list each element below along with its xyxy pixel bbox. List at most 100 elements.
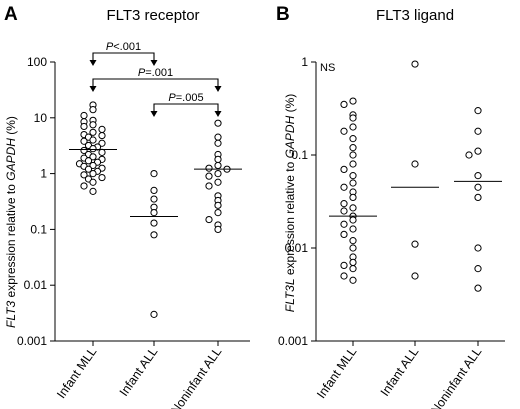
panel-a-bracket-infant-mll-vs-noninfant-all-arrowhead: [89, 86, 97, 92]
panel-b-point-infant-all: [411, 240, 419, 248]
panel-a-point-infant-mll: [89, 153, 97, 161]
panel-b-point-infant-mll: [349, 123, 357, 131]
panel-b-point-noninfant-all: [474, 127, 482, 135]
panel-b-ylabel-gene: FLT3L: [283, 278, 297, 312]
panel-b-point-infant-mll: [349, 265, 357, 273]
panel-a-point-infant-mll: [80, 137, 88, 145]
panel-a-bracket-infant-mll-vs-noninfant-all: [92, 78, 219, 87]
panel-a-point-noninfant-all: [214, 133, 222, 141]
panel-a-bracket-infant-mll-vs-infant-all-p-label: P<.001: [106, 41, 141, 53]
panel-a-ylabel-gene: FLT3: [4, 300, 18, 327]
panel-b-xtick-label-infant-all: Infant ALL: [378, 345, 422, 399]
panel-b-letter: B: [276, 4, 290, 25]
panel-a-bracket-infant-mll-vs-noninfant-all-arrowhead: [214, 86, 222, 92]
panel-b-ylabel-unit: (%): [283, 94, 297, 116]
panel-a-point-infant-mll: [80, 182, 88, 190]
panel-b-point-infant-mll: [340, 200, 348, 208]
panel-a-point-infant-mll: [80, 111, 88, 120]
panel-a-bracket-infant-mll-vs-noninfant-all-p-symbol: P: [138, 67, 146, 79]
panel-b-point-infant-mll: [349, 237, 357, 245]
panel-a-point-noninfant-all: [205, 182, 213, 190]
panel-a-point-infant-mll: [98, 131, 106, 140]
panel-a-point-infant-mll: [89, 161, 97, 170]
panel-a-point-infant-all: [150, 170, 158, 178]
panel-b-point-noninfant-all: [465, 151, 473, 159]
panel-b-point-infant-mll: [340, 207, 348, 215]
panel-b-point-infant-mll: [340, 230, 348, 239]
panel-b-point-infant-mll: [349, 276, 357, 284]
panel-a-xtick-label-infant-mll: Infant MLL: [54, 345, 99, 401]
panel-b-xtick-label-noninfant-all: Noninfant ALL: [428, 345, 485, 409]
panel-a-ytick-label: 0.1: [30, 222, 47, 236]
panel-a-point-infant-all: [150, 195, 158, 203]
panel-a-point-noninfant-all: [214, 225, 222, 233]
panel-b-ytick-label: 0.01: [285, 241, 309, 255]
panel-a-title: FLT3 receptor: [106, 7, 199, 24]
panel-b-y-axis-label: FLT3L expression relative to GAPDH (%): [283, 94, 297, 313]
panel-a-ytick-label: 0.01: [24, 278, 48, 292]
panel-a-point-infant-mll: [89, 128, 97, 136]
panel-a-point-noninfant-all: [214, 139, 222, 147]
panel-b-point-noninfant-all: [474, 147, 482, 155]
panel-a-plot: 100 10 1 0.1 0.01 0.001 Infant MLL Infant ALL No…: [17, 41, 250, 409]
panel-b-ylabel-mid: expression relative to: [283, 158, 297, 278]
panel-a-point-infant-all: [150, 310, 158, 318]
panel-a-point-infant-mll: [80, 171, 88, 179]
panel-a-point-infant-mll: [89, 178, 97, 186]
panel-a-bracket-infant-all-vs-noninfant-all-p-label: P=.005: [168, 92, 203, 104]
panel-a-point-infant-mll: [84, 165, 93, 173]
panel-a-point-noninfant-all: [205, 172, 213, 180]
panel-a-point-infant-mll: [80, 122, 88, 131]
panel-a-point-noninfant-all: [214, 119, 222, 127]
panel-a-bracket-infant-all-vs-noninfant-all: [153, 103, 219, 112]
panel-a-point-infant-all: [150, 219, 158, 227]
panel-b-point-infant-mll: [349, 258, 357, 267]
panel-a-point-infant-mll: [89, 187, 97, 195]
panel-a-bracket-infant-all-vs-noninfant-all-arrowhead: [150, 111, 158, 117]
panel-a-point-infant-mll: [89, 145, 97, 153]
panel-a-bracket-infant-all-vs-noninfant-all-arrowhead: [214, 111, 222, 117]
panel-a-point-infant-mll: [98, 148, 106, 156]
panel-a-point-noninfant-all: [214, 178, 222, 186]
panel-a-bracket-infant-mll-vs-noninfant-all-p-value: =.001: [145, 67, 173, 79]
panel-b-point-infant-all: [411, 272, 419, 280]
panel-b-point-infant-mll: [349, 97, 357, 105]
panel-a-point-infant-all: [150, 209, 158, 217]
panel-b-xtick-label-infant-mll: Infant MLL: [314, 345, 359, 401]
panel-a-point-infant-mll: [98, 173, 106, 182]
panel-a-ylabel-mid: expression relative to: [4, 181, 18, 301]
panel-b-ytick-label: 1: [301, 55, 308, 69]
panel-b-point-noninfant-all: [474, 107, 482, 115]
panel-b-point-infant-mll: [349, 135, 357, 143]
panel-a-point-noninfant-all: [214, 161, 222, 170]
panel-b-point-infant-mll: [349, 193, 357, 202]
panel-b-point-infant-mll: [349, 179, 357, 187]
panel-b-title: FLT3 ligand: [376, 7, 454, 24]
panel-a-point-noninfant-all: [214, 155, 222, 163]
panel-a-point-noninfant-all: [214, 201, 222, 209]
panel-a-bracket-infant-all-vs-noninfant-all-p-value: =.005: [176, 92, 204, 104]
panel-b-point-infant-mll: [340, 272, 348, 280]
panel-b-point-infant-all: [411, 160, 419, 168]
panel-a-point-infant-mll: [98, 139, 106, 147]
panel-a-letter: A: [4, 4, 18, 25]
panel-a-xtick-label-noninfant-all: Noninfant ALL: [168, 345, 225, 409]
panel-a-point-noninfant-all: [205, 215, 213, 224]
panel-a-bracket-infant-all-vs-noninfant-all-p-symbol: P: [168, 92, 176, 104]
panel-a-bracket-infant-mll-vs-infant-all-p-symbol: P: [106, 41, 114, 53]
panel-a-bracket-infant-mll-vs-infant-all-arrowhead: [89, 60, 97, 66]
panel-a-point-infant-mll: [84, 157, 93, 165]
panel-a-xtick-label-infant-all: Infant ALL: [117, 345, 161, 399]
panel-a-point-infant-all: [150, 186, 158, 194]
panel-b-point-infant-mll: [349, 160, 357, 168]
panel-a-bracket-infant-mll-vs-infant-all: [92, 52, 155, 61]
panel-a-point-noninfant-all: [205, 164, 213, 172]
panel-b-point-infant-mll: [340, 183, 348, 191]
panel-a-y-axis-label: FLT3 expression relative to GAPDH (%): [4, 116, 18, 328]
panel-a-point-infant-mll: [80, 146, 88, 155]
panel-b-point-infant-mll: [349, 225, 357, 233]
panel-a-ylabel-ref: GAPDH: [4, 138, 18, 181]
panel-b-point-infant-mll: [340, 165, 348, 174]
panel-a-point-infant-mll: [98, 125, 106, 133]
